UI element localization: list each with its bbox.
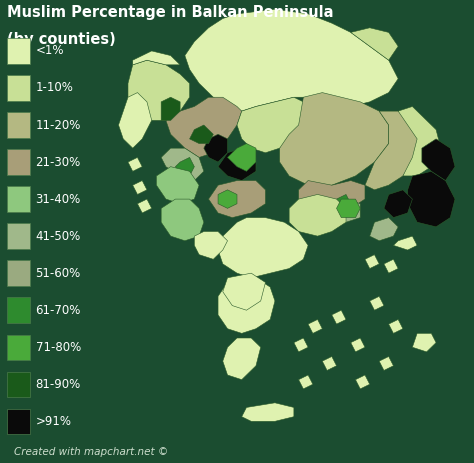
Text: 11-20%: 11-20%	[36, 119, 81, 131]
Bar	[7, 409, 30, 434]
Polygon shape	[337, 199, 360, 218]
Polygon shape	[185, 9, 398, 111]
Polygon shape	[322, 357, 337, 370]
Polygon shape	[204, 134, 228, 162]
Polygon shape	[218, 148, 256, 181]
Polygon shape	[389, 319, 403, 333]
Bar	[7, 186, 30, 212]
Polygon shape	[308, 319, 322, 333]
Polygon shape	[128, 60, 190, 120]
Polygon shape	[289, 194, 346, 236]
Polygon shape	[133, 51, 180, 65]
Text: Muslim Percentage in Balkan Peninsula: Muslim Percentage in Balkan Peninsula	[7, 5, 334, 19]
Polygon shape	[209, 181, 265, 218]
Bar	[7, 112, 30, 138]
Text: 51-60%: 51-60%	[36, 267, 81, 280]
Text: 21-30%: 21-30%	[36, 156, 81, 169]
Polygon shape	[370, 296, 384, 310]
Polygon shape	[351, 28, 398, 60]
Polygon shape	[393, 236, 417, 250]
Polygon shape	[422, 139, 455, 181]
Polygon shape	[384, 259, 398, 273]
Bar	[7, 224, 30, 249]
Polygon shape	[365, 255, 379, 269]
Polygon shape	[133, 181, 147, 194]
Polygon shape	[299, 181, 365, 213]
Polygon shape	[379, 357, 393, 370]
Polygon shape	[175, 157, 194, 176]
Polygon shape	[218, 190, 237, 208]
Polygon shape	[294, 338, 308, 352]
Polygon shape	[161, 97, 180, 120]
Text: 31-40%: 31-40%	[36, 193, 81, 206]
Polygon shape	[218, 278, 275, 333]
Polygon shape	[118, 93, 152, 148]
Polygon shape	[332, 310, 346, 324]
Polygon shape	[299, 375, 313, 389]
Polygon shape	[408, 171, 455, 227]
Polygon shape	[218, 218, 308, 278]
Bar	[7, 38, 30, 63]
Polygon shape	[128, 157, 142, 171]
Polygon shape	[194, 232, 228, 259]
Polygon shape	[166, 97, 242, 157]
Bar	[7, 260, 30, 286]
Polygon shape	[337, 194, 351, 208]
Polygon shape	[322, 199, 360, 222]
Text: (by counties): (by counties)	[7, 32, 116, 47]
Text: 41-50%: 41-50%	[36, 230, 81, 243]
Text: >91%: >91%	[36, 415, 72, 428]
Text: Created with mapchart.net ©: Created with mapchart.net ©	[14, 447, 168, 457]
Polygon shape	[242, 403, 294, 421]
Polygon shape	[412, 333, 436, 352]
Polygon shape	[223, 273, 265, 310]
Polygon shape	[161, 199, 204, 241]
Polygon shape	[228, 144, 256, 171]
Polygon shape	[365, 111, 422, 190]
Polygon shape	[223, 338, 261, 380]
Bar	[7, 298, 30, 323]
Polygon shape	[280, 93, 389, 185]
Polygon shape	[351, 338, 365, 352]
Polygon shape	[156, 167, 199, 204]
Bar	[7, 334, 30, 360]
Bar	[7, 75, 30, 100]
Text: 71-80%: 71-80%	[36, 341, 81, 354]
Text: 61-70%: 61-70%	[36, 304, 81, 317]
Polygon shape	[384, 190, 412, 218]
Bar	[7, 371, 30, 397]
Polygon shape	[237, 97, 313, 153]
Polygon shape	[356, 375, 370, 389]
Polygon shape	[398, 106, 441, 176]
Bar	[7, 149, 30, 175]
Polygon shape	[190, 125, 213, 144]
Text: 1-10%: 1-10%	[36, 81, 73, 94]
Text: <1%: <1%	[36, 44, 64, 57]
Polygon shape	[137, 199, 152, 213]
Text: 81-90%: 81-90%	[36, 378, 81, 391]
Polygon shape	[370, 218, 398, 241]
Polygon shape	[161, 148, 204, 181]
